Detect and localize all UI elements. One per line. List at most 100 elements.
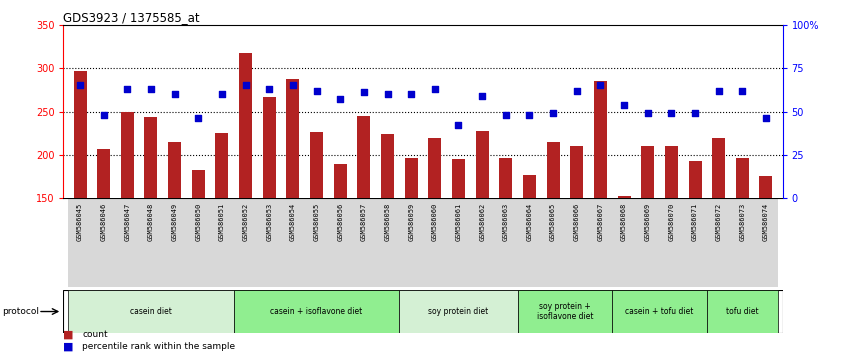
Bar xyxy=(618,196,630,198)
Bar xyxy=(168,142,181,198)
Text: GSM586066: GSM586066 xyxy=(574,202,580,241)
Text: casein diet: casein diet xyxy=(130,307,172,316)
Bar xyxy=(381,134,394,198)
Text: GSM586070: GSM586070 xyxy=(668,202,674,241)
Bar xyxy=(475,131,489,198)
Bar xyxy=(357,116,371,198)
Point xyxy=(239,82,252,88)
Bar xyxy=(328,198,352,287)
Text: GSM586047: GSM586047 xyxy=(124,202,130,241)
Bar xyxy=(162,198,186,287)
Bar xyxy=(541,198,565,287)
Text: casein + tofu diet: casein + tofu diet xyxy=(625,307,694,316)
Text: GSM586071: GSM586071 xyxy=(692,202,698,241)
Text: GSM586073: GSM586073 xyxy=(739,202,745,241)
Point xyxy=(404,91,418,97)
Point xyxy=(547,110,560,116)
Text: GSM586064: GSM586064 xyxy=(526,202,532,241)
Point xyxy=(215,91,228,97)
Point xyxy=(735,88,749,93)
Bar xyxy=(470,198,494,287)
Bar xyxy=(210,198,233,287)
Text: percentile rank within the sample: percentile rank within the sample xyxy=(82,342,235,352)
Bar xyxy=(310,132,323,198)
Text: GDS3923 / 1375585_at: GDS3923 / 1375585_at xyxy=(63,11,200,24)
Text: soy protein +
isoflavone diet: soy protein + isoflavone diet xyxy=(536,302,593,321)
Bar xyxy=(145,117,157,198)
Point xyxy=(97,112,111,118)
Bar xyxy=(139,198,162,287)
Bar xyxy=(754,198,777,287)
Point xyxy=(120,86,134,92)
Bar xyxy=(333,164,347,198)
Bar xyxy=(665,146,678,198)
Bar xyxy=(730,198,754,287)
Bar xyxy=(186,198,210,287)
Text: GSM586065: GSM586065 xyxy=(550,202,556,241)
Bar xyxy=(376,198,399,287)
Bar xyxy=(594,81,607,198)
Point xyxy=(475,93,489,99)
Point xyxy=(689,110,702,116)
Point xyxy=(191,116,205,121)
Text: GSM586061: GSM586061 xyxy=(455,202,461,241)
Bar xyxy=(116,198,139,287)
Text: GSM586050: GSM586050 xyxy=(195,202,201,241)
Point xyxy=(168,91,181,97)
Bar xyxy=(239,52,252,198)
Text: ■: ■ xyxy=(63,330,74,339)
Bar xyxy=(399,290,518,333)
Bar xyxy=(69,198,92,287)
Text: GSM586051: GSM586051 xyxy=(219,202,225,241)
Point xyxy=(74,82,87,88)
Text: GSM586072: GSM586072 xyxy=(716,202,722,241)
Bar xyxy=(447,198,470,287)
Point xyxy=(357,90,371,95)
Text: GSM586048: GSM586048 xyxy=(148,202,154,241)
Text: GSM586057: GSM586057 xyxy=(361,202,367,241)
Text: GSM586062: GSM586062 xyxy=(479,202,485,241)
Bar xyxy=(636,198,660,287)
Point xyxy=(381,91,394,97)
Bar xyxy=(287,79,299,198)
Point xyxy=(144,86,157,92)
Bar xyxy=(192,171,205,198)
Point xyxy=(712,88,726,93)
Bar xyxy=(707,198,730,287)
Point xyxy=(428,86,442,92)
Bar xyxy=(121,112,134,198)
Bar xyxy=(760,176,772,198)
Bar xyxy=(263,97,276,198)
Bar xyxy=(518,290,613,333)
Bar xyxy=(399,198,423,287)
Point xyxy=(523,112,536,118)
Bar xyxy=(428,137,442,198)
Bar xyxy=(216,133,228,198)
Text: GSM586068: GSM586068 xyxy=(621,202,627,241)
Point xyxy=(594,82,607,88)
Text: GSM586063: GSM586063 xyxy=(503,202,508,241)
Text: GSM586045: GSM586045 xyxy=(77,202,83,241)
Bar xyxy=(423,198,447,287)
Bar xyxy=(305,198,328,287)
Text: GSM586059: GSM586059 xyxy=(408,202,415,241)
Text: GSM586054: GSM586054 xyxy=(290,202,296,241)
Bar xyxy=(97,149,110,198)
Text: GSM586046: GSM586046 xyxy=(101,202,107,241)
Point xyxy=(286,82,299,88)
Text: GSM586067: GSM586067 xyxy=(597,202,603,241)
Bar xyxy=(523,175,536,198)
Bar xyxy=(689,161,701,198)
Text: GSM586069: GSM586069 xyxy=(645,202,651,241)
Text: tofu diet: tofu diet xyxy=(726,307,759,316)
Text: GSM586056: GSM586056 xyxy=(338,202,343,241)
Point xyxy=(641,110,655,116)
Text: GSM586052: GSM586052 xyxy=(243,202,249,241)
Bar xyxy=(641,146,654,198)
Text: casein + isoflavone diet: casein + isoflavone diet xyxy=(271,307,363,316)
Bar xyxy=(707,290,777,333)
Text: count: count xyxy=(82,330,107,339)
Bar xyxy=(74,71,86,198)
Bar xyxy=(233,290,399,333)
Text: protocol: protocol xyxy=(3,307,40,316)
